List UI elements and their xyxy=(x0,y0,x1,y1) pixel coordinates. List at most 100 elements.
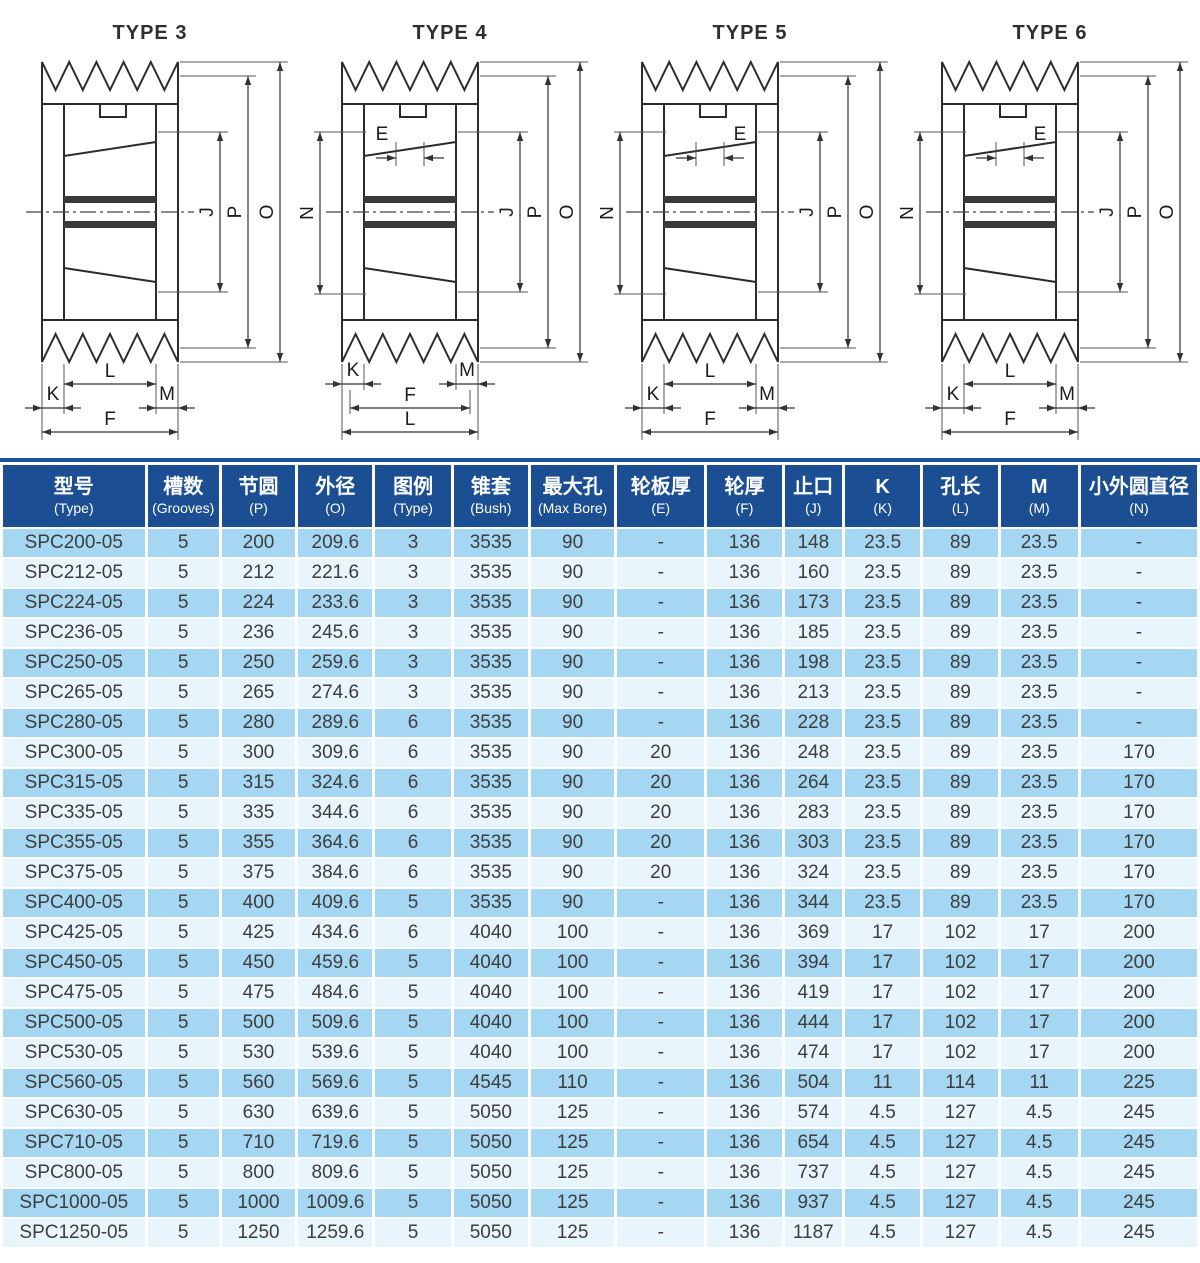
dim-label-f: F xyxy=(404,385,416,406)
cell: 136 xyxy=(707,679,782,707)
cell: 504 xyxy=(784,1069,842,1097)
cell: 23.5 xyxy=(1000,769,1078,797)
diagram-title: TYPE 6 xyxy=(1012,22,1088,44)
dim-label-k: K xyxy=(47,384,60,405)
column-header-o: 外径 (O) xyxy=(298,465,373,527)
cell: - xyxy=(1080,589,1197,617)
cell: 434.6 xyxy=(298,919,373,947)
table-row-spc200-05: SPC200-05 5 200 209.6 3 3535 90-136 148 23.5 89 23… xyxy=(3,529,1197,557)
column-header-zh: 型号 xyxy=(53,476,94,498)
cell: SPC475-05 xyxy=(3,979,145,1007)
cell: 160 xyxy=(784,559,842,587)
cell: 530 xyxy=(221,1039,296,1067)
cell: 5 xyxy=(147,1009,219,1037)
cell: 23.5 xyxy=(1000,529,1078,557)
dim-label-p: P xyxy=(525,206,546,219)
cell: 5 xyxy=(147,739,219,767)
cell: 90 xyxy=(531,559,615,587)
cell: 90 xyxy=(531,829,615,857)
cell: 5 xyxy=(375,889,451,917)
cell: 344 xyxy=(784,889,842,917)
cell: 375 xyxy=(221,859,296,887)
cell: 136 xyxy=(707,949,782,977)
cell: 3535 xyxy=(453,829,528,857)
cell: 170 xyxy=(1080,769,1197,797)
cell: 250 xyxy=(221,649,296,677)
cell: 224 xyxy=(221,589,296,617)
column-header-en: (M) xyxy=(1028,500,1050,516)
cell: 3535 xyxy=(453,799,528,827)
column-header-zh: 轮板厚 xyxy=(630,476,691,498)
cell: 20 xyxy=(617,829,705,857)
cell: 90 xyxy=(531,529,615,557)
cell: - xyxy=(1080,559,1197,587)
table-row-spc500-05: SPC500-05 5 500 509.6 5 4040 100-136 444 17 102 17… xyxy=(3,1009,1197,1037)
cell: - xyxy=(617,979,705,1007)
column-header-en: (E) xyxy=(651,500,671,516)
cell: 1009.6 xyxy=(298,1189,373,1217)
cell: 5050 xyxy=(453,1099,528,1127)
cell: 5 xyxy=(147,949,219,977)
dim-label-o: O xyxy=(857,205,878,220)
cell: SPC500-05 xyxy=(3,1009,145,1037)
cell: 125 xyxy=(531,1159,615,1187)
cell: 4.5 xyxy=(1000,1189,1078,1217)
cell: SPC315-05 xyxy=(3,769,145,797)
cell: 233.6 xyxy=(298,589,373,617)
cell: 3 xyxy=(375,619,451,647)
cell: 23.5 xyxy=(845,529,921,557)
cell: 4040 xyxy=(453,1039,528,1067)
cell: 245 xyxy=(1080,1129,1197,1157)
cell: 136 xyxy=(707,619,782,647)
cell: SPC335-05 xyxy=(3,799,145,827)
cell: 23.5 xyxy=(1000,679,1078,707)
cell: 324 xyxy=(784,859,842,887)
cell: 1259.6 xyxy=(298,1219,373,1247)
cell: 136 xyxy=(707,559,782,587)
cell: 89 xyxy=(923,859,998,887)
cell: 574 xyxy=(784,1099,842,1127)
dim-label-j: J xyxy=(797,207,818,217)
cell: 3535 xyxy=(453,679,528,707)
dim-label-o: O xyxy=(1157,205,1178,220)
column-header-en: (Grooves) xyxy=(152,500,215,516)
cell: 3535 xyxy=(453,529,528,557)
cell: 23.5 xyxy=(845,709,921,737)
cell: 654 xyxy=(784,1129,842,1157)
pulley-diagram: JPO N E L K M F xyxy=(600,59,888,440)
cell: 4040 xyxy=(453,919,528,947)
dim-label-k: K xyxy=(347,360,360,381)
cell: 3535 xyxy=(453,769,528,797)
cell: SPC200-05 xyxy=(3,529,145,557)
cell: 5 xyxy=(147,859,219,887)
cell: 89 xyxy=(923,769,998,797)
cell: SPC375-05 xyxy=(3,859,145,887)
cell: 5 xyxy=(375,1099,451,1127)
cell: 90 xyxy=(531,889,615,917)
diagram-panel-type-4: TYPE 4 JPO N E K M FL xyxy=(300,0,600,458)
column-header-f: 轮厚 (F) xyxy=(707,465,782,527)
cell: 3535 xyxy=(453,859,528,887)
column-header-zh: 轮厚 xyxy=(724,476,765,498)
cell: 335 xyxy=(221,799,296,827)
cell: 23.5 xyxy=(1000,649,1078,677)
cell: 136 xyxy=(707,529,782,557)
cell: 11 xyxy=(1000,1069,1078,1097)
cell: 5 xyxy=(147,619,219,647)
column-header-l: 孔长 (L) xyxy=(923,465,998,527)
cell: SPC300-05 xyxy=(3,739,145,767)
cell: 4.5 xyxy=(845,1159,921,1187)
cell: 20 xyxy=(617,799,705,827)
cell: 20 xyxy=(617,739,705,767)
cell: 264 xyxy=(784,769,842,797)
dim-label-m: M xyxy=(159,384,175,405)
cell: 4.5 xyxy=(845,1219,921,1247)
cell: 245 xyxy=(1080,1219,1197,1247)
column-header-en: (L) xyxy=(951,500,969,516)
table-row-spc475-05: SPC475-05 5 475 484.6 5 4040 100-136 419 17 102 17… xyxy=(3,979,1197,1007)
cell: 394 xyxy=(784,949,842,977)
cell: 4.5 xyxy=(845,1189,921,1217)
cell: 355 xyxy=(221,829,296,857)
cell: 444 xyxy=(784,1009,842,1037)
